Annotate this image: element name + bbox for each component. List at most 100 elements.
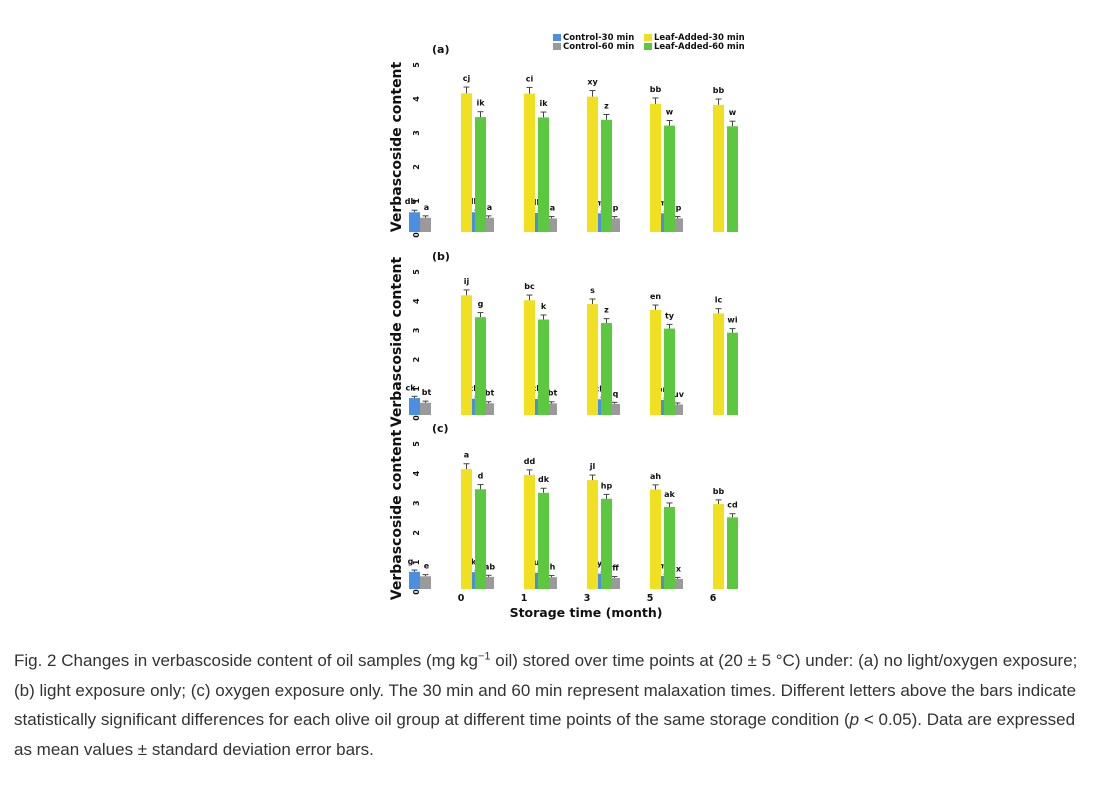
bar [483,576,494,589]
bar [483,403,494,415]
significance-letter: uv [673,390,685,399]
significance-letter: db [531,198,543,207]
y-tick-label: 5 [412,441,421,447]
y-tick-label: 0 [412,232,421,238]
x-tick-label: 0 [458,593,465,604]
legend-label: Leaf-Added-30 min [654,33,745,43]
significance-letter: a [550,204,555,213]
bar [409,571,420,589]
y-axis-label: Verbascoside content [389,61,405,232]
significance-letter: xy [587,78,598,87]
significance-letter: w [729,108,737,117]
y-tick-label: 2 [412,164,421,170]
significance-letter: bb [713,86,725,95]
significance-letter: hp [601,481,613,490]
bar [587,304,598,415]
significance-letter: w [666,107,674,116]
significance-letter: lc [715,296,723,305]
significance-letter: bn [657,385,669,394]
bar [420,576,431,589]
significance-letter: ik [476,99,485,108]
caption-superscript: −1 [477,650,491,663]
y-tick-label: 4 [412,298,421,304]
x-tick-label: 5 [647,593,654,604]
significance-letter: m [595,198,603,207]
significance-letter: q [613,389,619,398]
significance-letter: ah [650,472,661,481]
significance-letter: z [604,306,609,315]
panel-1: Verbascoside content 0 1 2 3 4 5 (a) db db db m m a a a… [389,43,738,238]
y-tick-label: 2 [412,357,421,363]
caption-text-3: < 0.05). Data are expressed as mean valu… [14,710,1076,759]
significance-letter: u [534,558,540,567]
bar [672,578,683,589]
bar [609,578,620,589]
significance-letter: ik [539,99,548,108]
bar [524,93,535,233]
legend-swatch [644,43,652,50]
caption-p-symbol: p [849,710,860,729]
bar [650,103,661,232]
y-tick-label: 3 [412,328,421,334]
bar [546,218,557,232]
bar [524,475,535,589]
significance-letter: ak [664,490,675,499]
y-tick-label: 1 [412,386,421,392]
significance-letter: bt [548,389,558,398]
significance-letter: y [597,559,603,568]
significance-letter: cj [463,74,471,83]
significance-letter: jl [589,462,596,471]
significance-letter: ck [594,385,605,394]
y-axis-label: Verbascoside content [389,256,405,427]
bar [664,125,675,232]
bar [713,504,724,589]
significance-letter: a [424,203,429,212]
bar [727,126,738,232]
bar [672,218,683,232]
y-tick-label: 5 [412,269,421,275]
significance-letter: db [468,197,480,206]
significance-letter: z [604,102,609,111]
bar [672,404,683,415]
figure-caption: Fig. 2 Changes in verbascoside content o… [14,646,1089,764]
significance-letter: ij [464,277,470,286]
significance-letter: a [464,451,469,460]
bar [587,480,598,589]
bar [538,319,549,415]
significance-letter: d [478,472,484,481]
significance-letter: g [478,300,484,309]
significance-letter: s [590,286,595,295]
significance-letter: p [676,204,682,213]
bar [475,317,486,415]
bar [420,217,431,232]
bar [461,295,472,415]
bar [727,517,738,589]
significance-letter: ab [484,562,495,571]
significance-letter: dk [538,475,550,484]
bar [601,498,612,589]
significance-letter: bb [650,85,662,94]
bar [475,117,486,232]
y-tick-label: 3 [412,500,421,506]
significance-letter: cd [727,501,738,510]
bar [461,469,472,589]
significance-letter: bc [524,282,535,291]
bar [546,403,557,415]
bar [609,218,620,232]
panel-2: Verbascoside content 0 1 2 3 4 5 (b) ck ck ck ck bn b… [389,250,738,427]
significance-letter: bt [422,388,432,397]
y-tick-label: 0 [412,415,421,421]
panel-label: (b) [432,250,450,263]
y-tick-label: 2 [412,530,421,536]
significance-letter: dd [524,457,536,466]
legend-swatch [644,34,652,41]
bar [483,217,494,232]
significance-letter: e [424,562,430,571]
panel-3: Verbascoside content 0 1 2 3 4 5 (c) g k u y m e ab h ff… [389,422,738,620]
caption-text-2: oil) stored over time points at (20 ± 5 … [14,651,1078,729]
bar [524,300,535,415]
x-tick-label: 6 [710,593,717,604]
significance-letter: ck [468,384,479,393]
significance-letter: bb [713,487,725,496]
